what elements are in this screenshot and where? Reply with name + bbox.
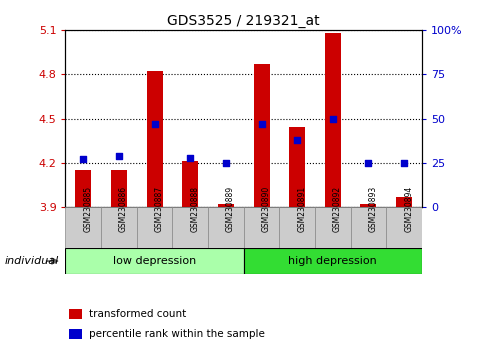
Bar <box>136 207 172 248</box>
Point <box>293 137 301 143</box>
Text: GSM230885: GSM230885 <box>83 186 92 232</box>
Point <box>399 160 407 166</box>
Text: GSM230894: GSM230894 <box>403 186 412 232</box>
Bar <box>395 197 411 207</box>
Text: GSM230886: GSM230886 <box>119 186 128 232</box>
Bar <box>111 170 127 207</box>
Text: GSM230893: GSM230893 <box>368 186 377 232</box>
Bar <box>146 72 162 207</box>
Text: individual: individual <box>5 256 59 266</box>
Text: low depression: low depression <box>113 256 196 266</box>
Bar <box>350 207 385 248</box>
Title: GDS3525 / 219321_at: GDS3525 / 219321_at <box>167 14 319 28</box>
Bar <box>69 329 81 339</box>
Text: transformed count: transformed count <box>89 309 185 319</box>
Text: GSM230892: GSM230892 <box>332 186 341 232</box>
Text: GSM230887: GSM230887 <box>154 186 163 232</box>
Bar <box>172 207 208 248</box>
Bar <box>182 161 198 207</box>
Point <box>186 155 194 160</box>
Point <box>79 156 87 162</box>
Bar <box>324 33 340 207</box>
Bar <box>65 207 101 248</box>
Text: high depression: high depression <box>288 256 377 266</box>
Bar <box>360 204 376 207</box>
Bar <box>288 127 304 207</box>
Bar <box>253 64 269 207</box>
Point <box>151 121 158 127</box>
Point <box>257 121 265 127</box>
Bar <box>75 170 91 207</box>
Bar <box>65 248 243 274</box>
Text: GSM230889: GSM230889 <box>226 186 234 232</box>
Bar <box>208 207 243 248</box>
Bar <box>385 207 421 248</box>
Text: GSM230890: GSM230890 <box>261 186 270 232</box>
Point <box>222 160 229 166</box>
Text: percentile rank within the sample: percentile rank within the sample <box>89 329 264 339</box>
Bar <box>69 309 81 319</box>
Bar <box>243 207 279 248</box>
Point <box>328 116 336 121</box>
Point <box>115 153 122 159</box>
Bar <box>279 207 314 248</box>
Bar <box>217 204 233 207</box>
Bar <box>101 207 136 248</box>
Bar <box>314 207 350 248</box>
Text: GSM230888: GSM230888 <box>190 186 199 232</box>
Text: GSM230891: GSM230891 <box>297 186 305 232</box>
Bar <box>243 248 421 274</box>
Point <box>364 160 372 166</box>
